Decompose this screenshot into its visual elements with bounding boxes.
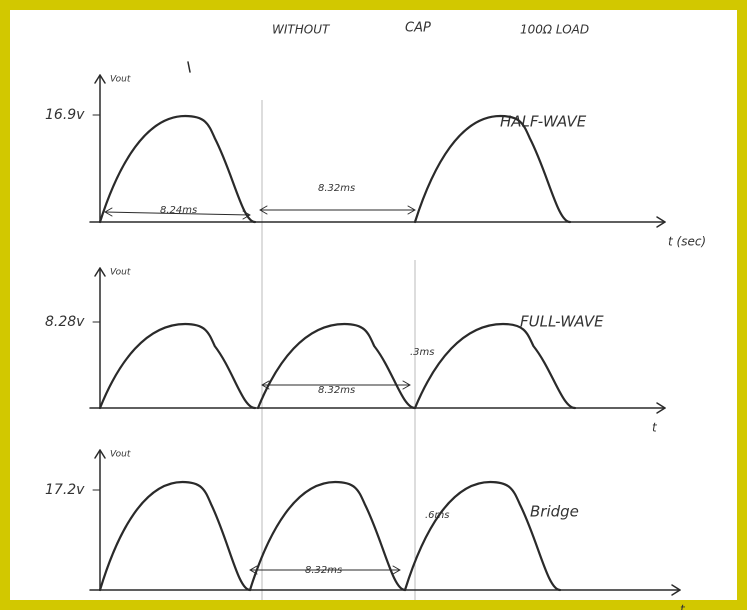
y-axis-label: Vout (110, 450, 131, 460)
frame (5, 5, 742, 605)
peak-label: 17.2v (45, 482, 85, 498)
annotation: 8.32ms (318, 183, 355, 194)
y-axis-label: Vout (110, 268, 131, 278)
peak-label: 8.28v (45, 314, 85, 330)
header-text: 100Ω LOAD (520, 23, 589, 37)
annotation: 8.32ms (318, 385, 355, 396)
annotation: 8.32ms (305, 565, 342, 576)
y-axis-label: Vout (110, 75, 131, 85)
waveform-title: Bridge (530, 503, 579, 521)
scanned-sheet: WITHOUT CAP 100Ω LOAD Vout 16.9v HALF-WAVE… (0, 0, 747, 610)
waveform-title: FULL-WAVE (520, 313, 604, 331)
annotation: .6ms (425, 510, 450, 521)
peak-label: 16.9v (45, 107, 85, 123)
header-text: WITHOUT (272, 23, 331, 37)
waveform-title: HALF-WAVE (500, 113, 587, 131)
header-text: CAP (405, 21, 431, 36)
annotation: .3ms (410, 347, 435, 358)
annotation: 8.24ms (160, 205, 197, 216)
x-axis-label: t (sec) (668, 235, 706, 249)
